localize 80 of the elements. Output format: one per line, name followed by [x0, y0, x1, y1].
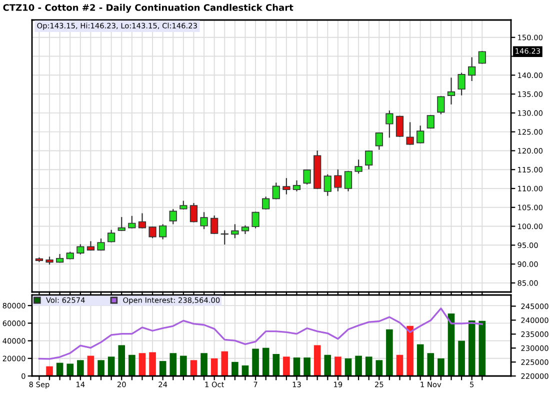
- bar: [108, 356, 115, 376]
- bar: [376, 360, 383, 376]
- bar: [232, 362, 238, 376]
- bar: [406, 326, 414, 376]
- candlestick: [416, 126, 424, 144]
- candlestick: [458, 72, 466, 96]
- candlestick: [138, 213, 146, 228]
- bar: [334, 356, 342, 376]
- candlestick: [386, 110, 394, 138]
- candlestick: [396, 116, 404, 137]
- bar: [149, 352, 156, 376]
- bar: [478, 320, 486, 376]
- candlestick: [200, 212, 208, 230]
- bar: [180, 356, 187, 376]
- bar: [314, 345, 321, 376]
- candlestick: [231, 224, 239, 238]
- bar: [252, 348, 259, 376]
- bar: [138, 353, 146, 376]
- bar: [118, 345, 126, 376]
- candlestick: [365, 150, 373, 170]
- bar: [355, 356, 362, 376]
- candlestick: [128, 216, 136, 228]
- bar: [87, 356, 94, 376]
- candlestick: [190, 203, 198, 222]
- candlestick: [478, 51, 486, 64]
- bar: [272, 354, 280, 376]
- bar: [56, 362, 64, 376]
- bar: [283, 356, 290, 376]
- chart-title: CTZ10 - Cotton #2 - Daily Continuation Candlestick Chart: [3, 4, 294, 13]
- candlestick: [375, 132, 383, 150]
- bar: [365, 356, 372, 376]
- candlestick: [344, 170, 352, 192]
- bar: [468, 320, 476, 376]
- bar: [46, 366, 53, 376]
- bar: [396, 354, 404, 376]
- bar: [170, 353, 177, 376]
- bar: [427, 353, 434, 376]
- candlestick: [118, 217, 126, 231]
- candlestick: [262, 196, 270, 210]
- bar: [344, 358, 352, 376]
- bar: [221, 351, 228, 376]
- candlestick: [272, 182, 280, 200]
- bar: [242, 365, 249, 376]
- candlestick: [169, 209, 177, 224]
- bar: [386, 329, 393, 376]
- candlestick: [210, 216, 218, 234]
- bar: [190, 360, 198, 376]
- candlestick: [108, 230, 116, 242]
- bar: [128, 354, 136, 376]
- candlestick: [354, 160, 362, 174]
- bar: [324, 354, 332, 376]
- candlestick: [303, 169, 311, 185]
- bar: [458, 340, 465, 376]
- candlestick: [76, 244, 84, 254]
- bar: [448, 313, 455, 376]
- candlestick: [437, 96, 445, 114]
- candlestick: [97, 238, 105, 251]
- candlestick: [468, 57, 476, 81]
- bar: [438, 358, 444, 376]
- bar: [304, 358, 310, 376]
- bar: [200, 353, 208, 376]
- candlestick: [334, 169, 342, 192]
- bar: [293, 358, 300, 376]
- candlestick: [282, 178, 290, 194]
- candlestick: [406, 122, 414, 145]
- line-series: [38, 308, 483, 360]
- candlestick: [159, 224, 167, 240]
- candlestick: [292, 180, 301, 192]
- candlestick: [252, 212, 260, 228]
- bar: [159, 361, 166, 376]
- bar: [98, 360, 104, 376]
- bar: [210, 358, 218, 376]
- bar: [77, 360, 84, 376]
- candlestick: [447, 78, 456, 104]
- bar: [262, 348, 270, 376]
- candlestick: [324, 174, 332, 196]
- bar: [416, 344, 424, 376]
- candlestick: [148, 226, 156, 238]
- bar: [66, 364, 74, 376]
- candlestick: [426, 115, 434, 129]
